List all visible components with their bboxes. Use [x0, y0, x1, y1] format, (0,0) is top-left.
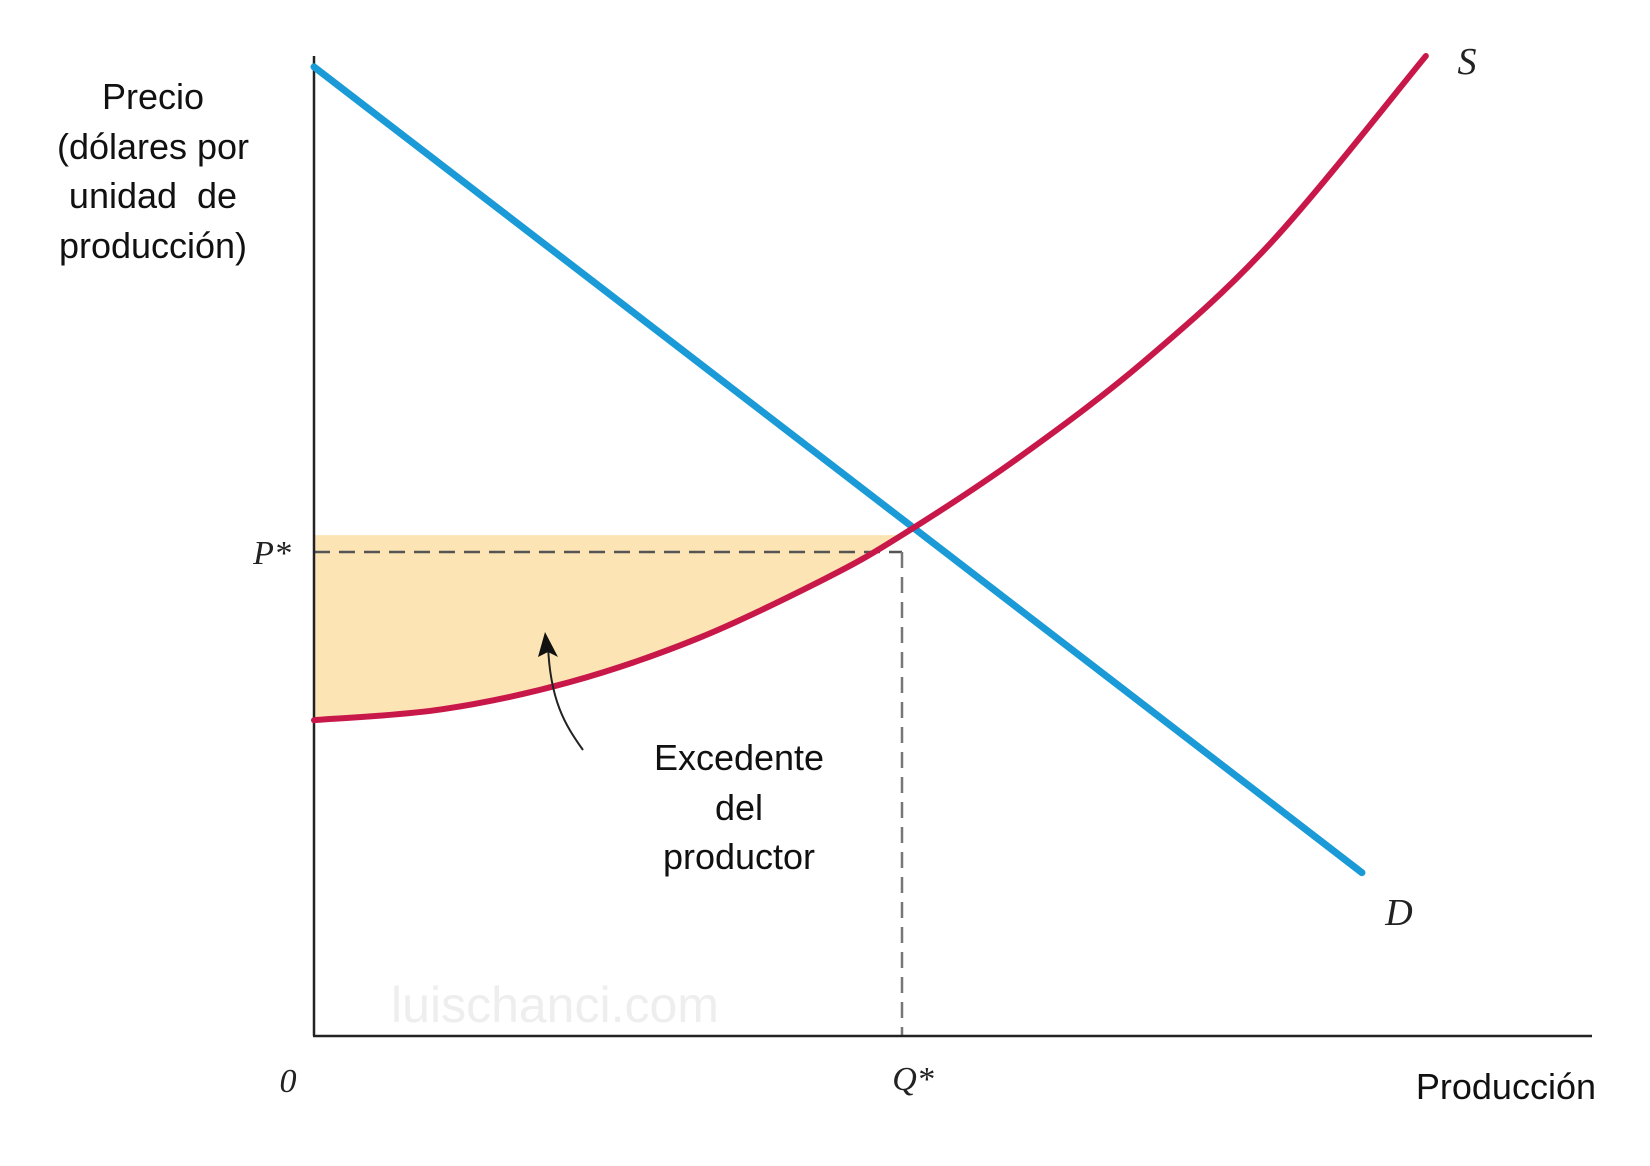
surplus-label-line-3: productor — [663, 836, 815, 877]
supply-curve — [311, 53, 1429, 724]
demand-curve — [310, 63, 1366, 877]
arrow-head-icon — [538, 632, 558, 657]
y-axis-label-line-2: (dólares por — [57, 126, 249, 167]
origin-label: 0 — [280, 1063, 297, 1100]
arrow-shaft — [547, 644, 584, 751]
quantity-equilibrium-label: Q* — [892, 1061, 934, 1098]
y-axis-label-line-3: unidad de — [69, 175, 237, 216]
y-axis-label-line-1: Precio — [102, 76, 204, 117]
demand-curve-label: D — [1384, 892, 1412, 934]
x-axis-label: Producción — [1416, 1066, 1596, 1107]
producer-surplus-area — [314, 535, 902, 721]
watermark-text: luischanci.com — [391, 977, 719, 1033]
surplus-label-line-2: del — [715, 787, 763, 828]
y-axis-label-line-4: producción) — [59, 225, 247, 266]
price-equilibrium-label: P* — [252, 535, 291, 572]
surplus-label-line-1: Excedente — [654, 737, 824, 778]
supply-curve-label: S — [1458, 41, 1477, 83]
